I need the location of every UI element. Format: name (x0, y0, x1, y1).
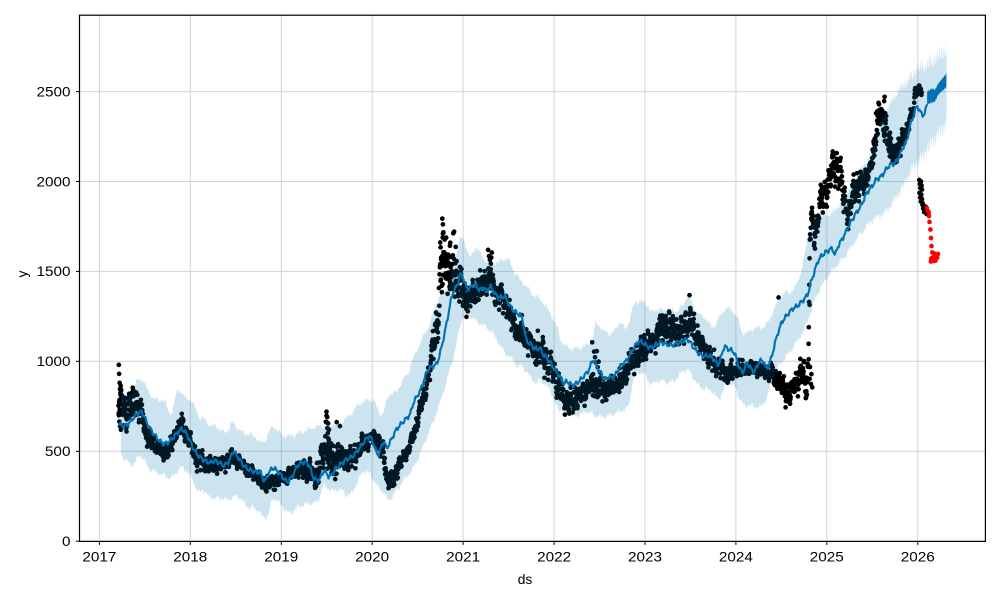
svg-text:2022: 2022 (537, 549, 571, 564)
svg-text:2019: 2019 (264, 549, 298, 564)
svg-text:2024: 2024 (719, 549, 753, 564)
svg-text:2020: 2020 (355, 549, 389, 564)
svg-text:2018: 2018 (173, 549, 207, 564)
svg-text:2017: 2017 (82, 549, 116, 564)
svg-text:1000: 1000 (37, 354, 71, 369)
svg-text:500: 500 (45, 444, 71, 459)
svg-text:2023: 2023 (628, 549, 662, 564)
svg-text:2025: 2025 (810, 549, 844, 564)
svg-text:1500: 1500 (37, 264, 71, 279)
svg-text:2026: 2026 (901, 549, 935, 564)
svg-text:2021: 2021 (446, 549, 480, 564)
svg-text:0: 0 (62, 534, 71, 549)
svg-text:y: y (15, 270, 30, 277)
svg-text:ds: ds (518, 572, 533, 587)
svg-text:2000: 2000 (37, 174, 71, 189)
svg-text:2500: 2500 (37, 84, 71, 99)
